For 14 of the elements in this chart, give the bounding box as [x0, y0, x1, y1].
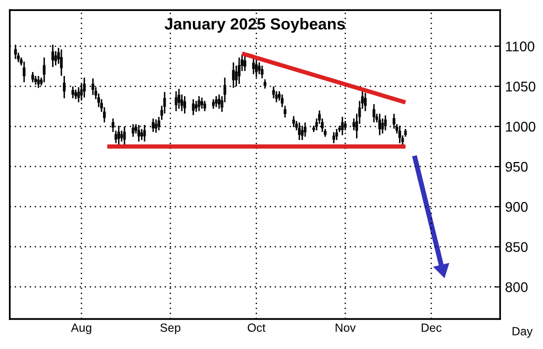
- y-tick-label: 900: [506, 202, 528, 212]
- y-tick-label: 800: [506, 282, 528, 292]
- y-tick-label: 1050: [506, 82, 536, 92]
- x-tick-label: Dec: [422, 324, 442, 332]
- x-tick-label: Aug: [70, 324, 92, 334]
- x-tick-label: Nov: [336, 324, 356, 332]
- y-tick-label: 850: [506, 242, 528, 252]
- x-tick-label: Oct: [248, 323, 266, 332]
- chart-title: January 2025 Soybeans: [164, 18, 345, 33]
- y-tick-label: 1100: [506, 42, 534, 52]
- y-tick-label: 1000: [506, 122, 536, 132]
- y-tick-label: 950: [506, 162, 528, 172]
- x-axis-title: Day: [512, 327, 533, 338]
- x-tick-label: Sep: [160, 323, 180, 334]
